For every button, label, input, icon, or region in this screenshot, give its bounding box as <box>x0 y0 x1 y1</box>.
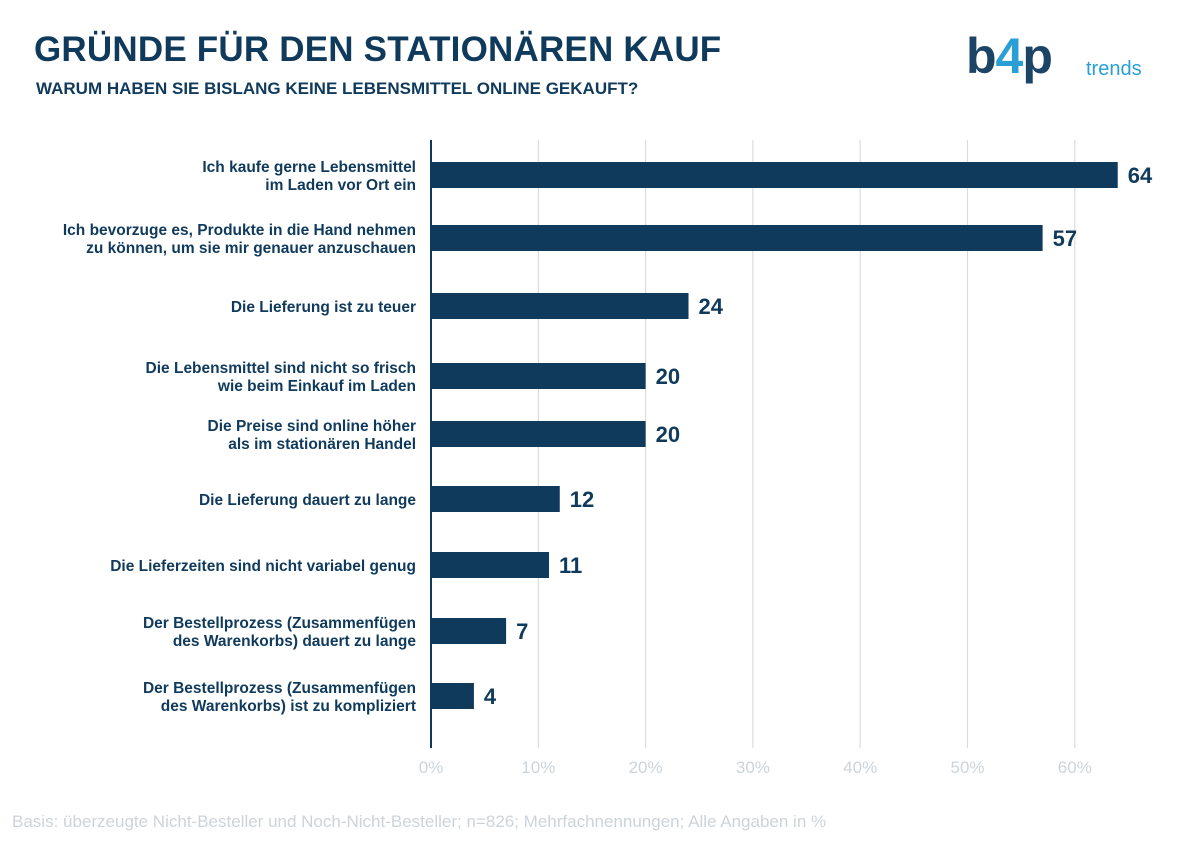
b4p-trends-logo: b4p trends <box>966 28 1166 90</box>
category-label: Die Lieferung dauert zu lange <box>199 492 416 509</box>
x-tick-label: 60% <box>1058 758 1092 777</box>
category-label-line: Die Preise sind online höher <box>208 418 416 435</box>
category-label: Der Bestellprozess (Zusammenfügen des War… <box>143 680 416 715</box>
category-label-line: Die Lieferzeiten sind nicht variabel gen… <box>110 558 416 575</box>
category-label: Die Preise sind online höher als im stati… <box>208 418 416 453</box>
category-label-line: im Laden vor Ort ein <box>265 177 416 194</box>
bar <box>431 683 474 709</box>
data-label: 12 <box>570 487 594 512</box>
category-label-line: des Warenkorbs) ist zu kompliziert <box>161 698 416 715</box>
category-label: Die Lieferung ist zu teuer <box>231 299 416 316</box>
bar <box>431 618 507 644</box>
data-label: 57 <box>1053 226 1077 251</box>
data-label: 24 <box>699 294 724 319</box>
bar <box>431 363 646 389</box>
footnote: Basis: überzeugte Nicht-Besteller und No… <box>12 812 827 831</box>
category-label: Der Bestellprozess (Zusammenfügen des War… <box>143 615 416 650</box>
chart-title: GRÜNDE FÜR DEN STATIONÄREN KAUF <box>34 30 722 69</box>
logo-b: b <box>966 28 997 84</box>
bar <box>431 552 550 578</box>
x-tick-label: 30% <box>736 758 770 777</box>
bar <box>431 225 1043 251</box>
bar <box>431 486 560 512</box>
logo-p: p <box>1022 28 1053 84</box>
category-label: Die Lieferzeiten sind nicht variabel gen… <box>110 558 416 575</box>
x-tick-label: 40% <box>843 758 877 777</box>
data-label: 64 <box>1128 163 1153 188</box>
category-label-line: Die Lieferung dauert zu lange <box>199 492 416 509</box>
category-label: Ich bevorzuge es, Produkte in die Hand n… <box>63 222 416 257</box>
category-label-line: des Warenkorbs) dauert zu lange <box>173 633 417 650</box>
data-label: 20 <box>656 364 680 389</box>
category-label-line: Der Bestellprozess (Zusammenfügen <box>143 615 416 632</box>
category-label: Die Lebensmittel sind nicht so frisch wie… <box>146 360 416 395</box>
logo-4: 4 <box>995 28 1024 84</box>
category-label-line: Die Lieferung ist zu teuer <box>231 299 416 316</box>
category-label-line: wie beim Einkauf im Laden <box>217 378 416 395</box>
data-label: 4 <box>484 684 497 709</box>
bar <box>431 293 689 319</box>
category-label-line: Ich bevorzuge es, Produkte in die Hand n… <box>63 222 416 239</box>
logo-wordmark: b4p <box>966 28 1053 84</box>
category-label-line: zu können, um sie mir genauer anzuschaue… <box>86 240 416 257</box>
category-label-line: Die Lebensmittel sind nicht so frisch <box>146 360 416 377</box>
chart-subtitle: WARUM HABEN SIE BISLANG KEINE LEBENSMITT… <box>36 79 639 98</box>
category-label-line: Der Bestellprozess (Zusammenfügen <box>143 680 416 697</box>
data-label: 11 <box>559 553 582 578</box>
category-label-line: Ich kaufe gerne Lebensmittel <box>202 159 416 176</box>
category-label-line: als im stationären Handel <box>228 436 416 453</box>
x-tick-label: 0% <box>419 758 444 777</box>
bar-chart: 0% 10% 20% 30% 40% 50% 60% 64 Ich kaufe gerne Le… <box>63 140 1153 777</box>
x-tick-label: 10% <box>521 758 555 777</box>
logo-trends: trends <box>1086 58 1142 80</box>
x-tick-label: 50% <box>950 758 984 777</box>
category-label: Ich kaufe gerne Lebensmittel im Laden vor… <box>202 159 416 194</box>
data-label: 7 <box>516 619 528 644</box>
x-tick-label: 20% <box>629 758 663 777</box>
bar <box>431 421 646 447</box>
data-label: 20 <box>656 422 680 447</box>
bar <box>431 162 1118 188</box>
